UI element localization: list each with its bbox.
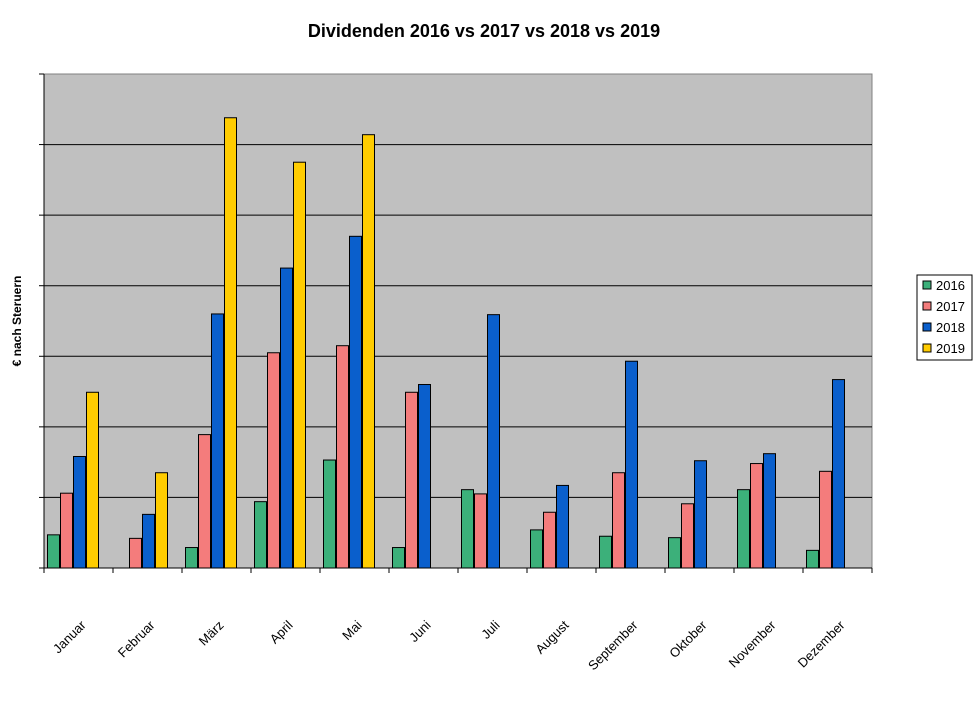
x-tick-label: Juli [478,617,502,641]
bars-group [47,117,845,569]
bar-2018-dezember [832,379,845,569]
bar-2016-oktober [668,537,681,569]
x-tick-label: Dezember [795,617,848,670]
bar-2016-november [737,489,750,569]
bar-2018-november [763,453,776,569]
bar-2018-januar [73,455,86,569]
x-tick-label: April [267,617,296,646]
bar-2018-august [556,484,569,569]
bar-2018-april [280,267,293,569]
y-axis-label: € nach Steruern [10,276,24,367]
bar-2019-januar [86,391,99,569]
bar-2018-juni [418,384,431,569]
x-tick-label: Juni [406,617,434,645]
bar-2017-juli [474,493,487,569]
bar-2016-dezember [806,549,819,569]
bar-2017-november [750,463,763,569]
legend-swatch-2017 [922,301,932,311]
bar-2019-märz [224,117,237,569]
x-tick-label: September [585,617,641,673]
bar-2016-april [254,501,267,569]
x-tick-label: Mai [339,617,364,642]
bar-2018-märz [211,313,224,569]
bar-2018-september [625,360,638,569]
bar-2017-juni [405,391,418,569]
bar-2016-januar [47,534,60,569]
bar-2019-april [293,161,306,569]
bar-2019-februar [155,472,168,569]
gridlines [44,144,872,498]
bar-2018-mai [349,235,362,569]
bar-2017-mai [336,345,349,569]
bar-2019-mai [362,134,375,569]
bar-2017-märz [198,434,211,569]
bar-2017-april [267,352,280,569]
axes [39,73,873,573]
bar-2016-mai [323,459,336,569]
x-tick-labels: Januar Februar März April Mai Juni Juli August S… [50,617,848,673]
bar-2017-januar [60,492,73,569]
bar-2017-februar [129,537,142,569]
bar-2017-oktober [681,503,694,569]
bar-2018-februar [142,513,155,569]
bar-2017-september [612,472,625,569]
x-tick-label: Januar [50,617,89,656]
legend-label-2018: 2018 [936,320,965,335]
legend-swatch-2018 [922,322,932,332]
chart-title: Dividenden 2016 vs 2017 vs 2018 vs 2019 [308,21,660,41]
legend: 2016 2017 2018 2019 [916,274,973,361]
x-tick-label: August [532,617,571,656]
legend-swatch-2016 [922,280,932,290]
x-tick-label: Februar [115,617,158,660]
x-tick-label: März [196,618,227,649]
bar-2016-august [530,529,543,569]
legend-label-2019: 2019 [936,341,965,356]
legend-swatch-2019 [922,343,932,353]
legend-label-2017: 2017 [936,299,965,314]
bar-2018-oktober [694,460,707,569]
legend-label-2016: 2016 [936,278,965,293]
bar-2016-märz [185,547,198,569]
plot-area [43,73,873,569]
bar-2016-september [599,535,612,569]
bar-2016-juni [392,547,405,569]
bar-2018-juli [487,314,500,569]
bar-2016-juli [461,489,474,569]
bar-2017-august [543,511,556,569]
x-tick-label: Oktober [666,617,710,661]
x-tick-label: November [726,617,779,670]
bar-2017-dezember [819,470,832,569]
